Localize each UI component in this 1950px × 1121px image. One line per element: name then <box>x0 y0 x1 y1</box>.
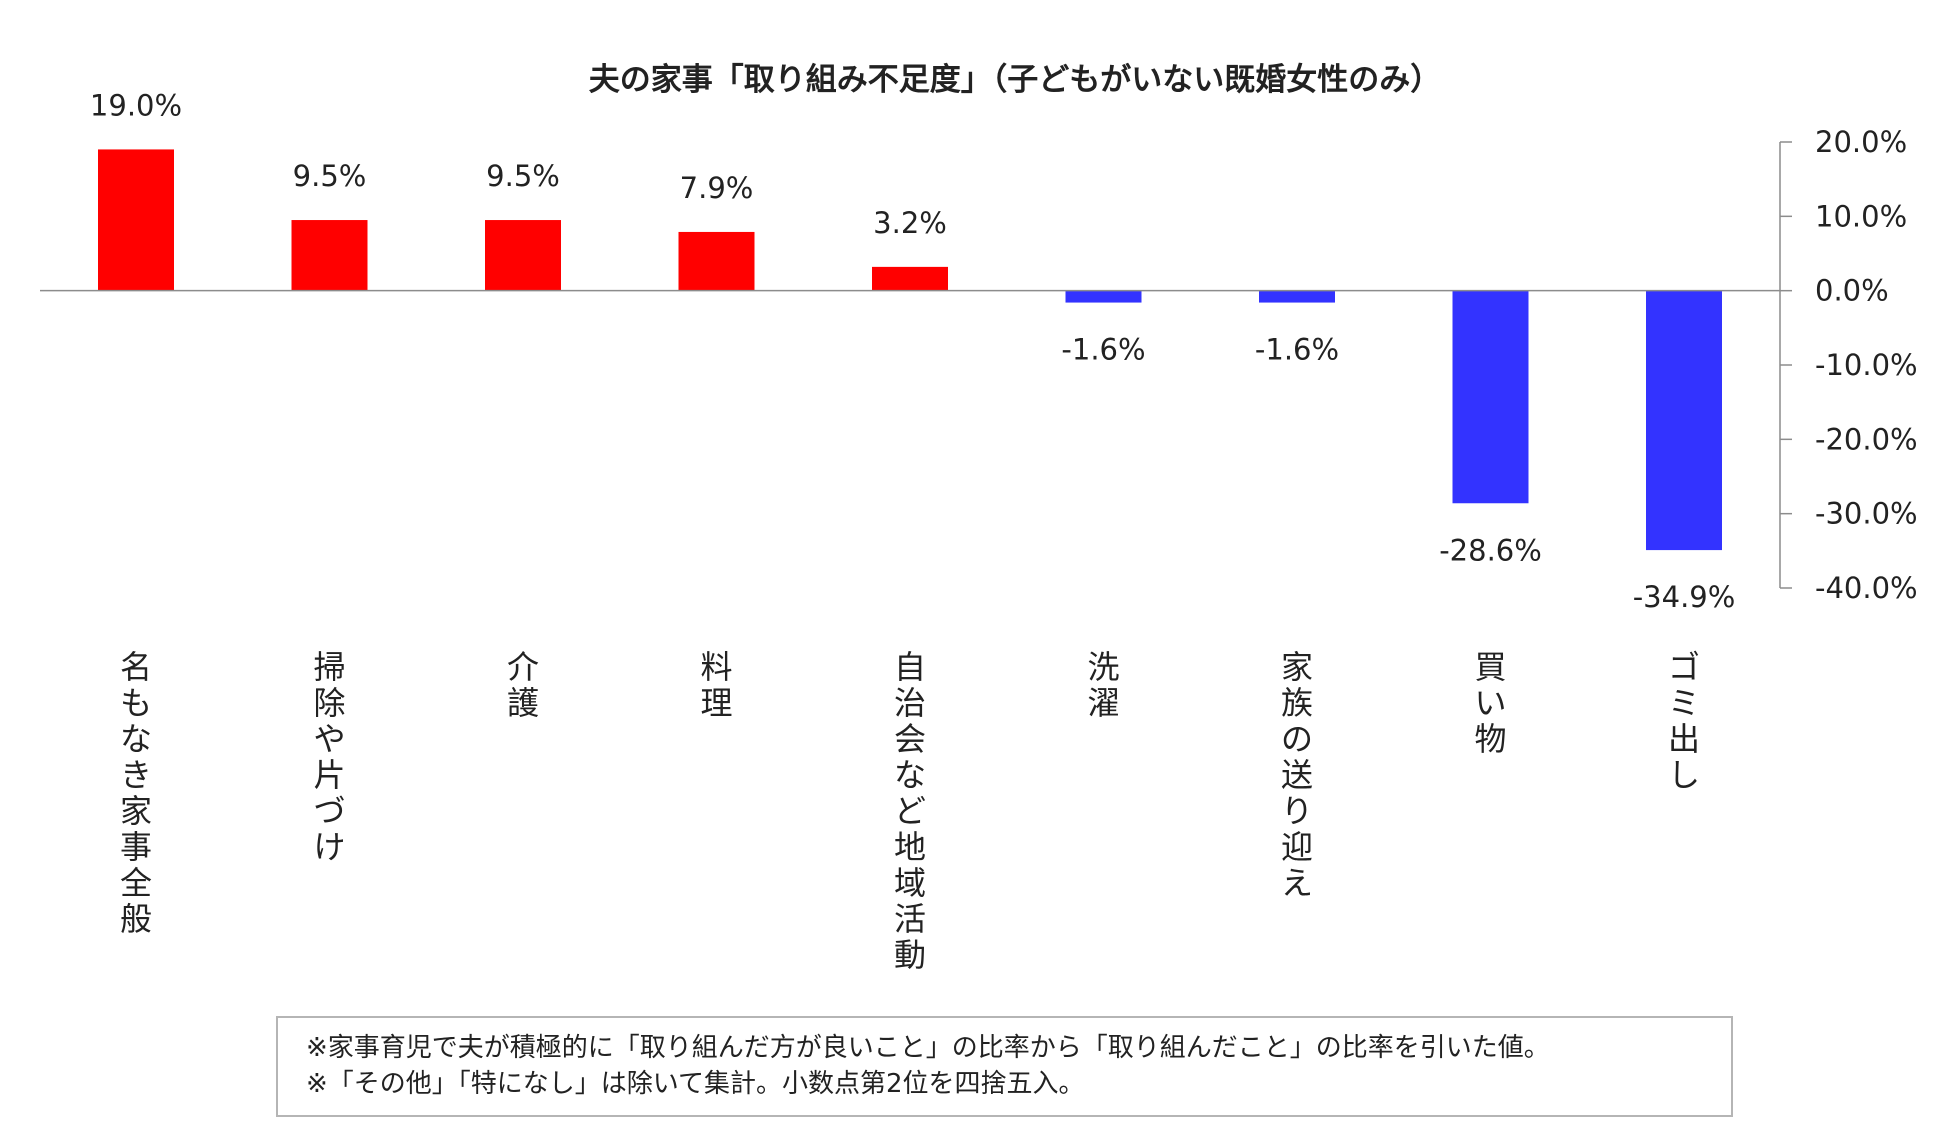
labels-layer: 19.0% 名もなき家事全般 9.5% 掃除や片づけ 9.5% 介護 7.9% 料理 3.2% 自… <box>90 88 1735 974</box>
category-label: ゴミ出し <box>1668 648 1700 794</box>
y-tick-label: -40.0% <box>1815 571 1918 605</box>
value-label: 7.9% <box>680 171 754 205</box>
value-label: -1.6% <box>1255 333 1339 367</box>
y-tick-label: -10.0% <box>1815 348 1918 382</box>
bar <box>1065 290 1142 303</box>
footnote-line-1: ※家事育児で夫が積極的に「取り組んだ方が良いこと」の比率から「取り組んだこと」の… <box>306 1033 1550 1063</box>
chart-title: 夫の家事「取り組み不足度」（子どもがいない既婚女性のみ） <box>589 62 1442 98</box>
bar <box>98 149 174 291</box>
bar <box>678 231 755 291</box>
category-label: 掃除や片づけ <box>313 648 345 866</box>
bar <box>485 220 561 291</box>
footnote-box: ※家事育児で夫が積極的に「取り組んだ方が良いこと」の比率から「取り組んだこと」の… <box>276 1016 1733 1117</box>
bar <box>1259 290 1335 303</box>
category-label: 洗濯 <box>1087 648 1119 722</box>
value-label: 9.5% <box>486 159 560 193</box>
bar <box>1452 290 1529 504</box>
axis-layer: 20.0% 10.0% 0.0% -10.0% -20.0% -30.0% -40.0% <box>40 125 1918 605</box>
category-label: 介護 <box>507 648 539 722</box>
category-label: 料理 <box>700 648 732 722</box>
category-label: 買い物 <box>1474 648 1506 758</box>
category-label: 家族の送り迎え <box>1281 648 1313 902</box>
y-tick-label: 10.0% <box>1815 199 1907 233</box>
bar <box>291 220 368 291</box>
y-tick-label: 20.0% <box>1815 125 1907 159</box>
bar <box>1646 290 1722 551</box>
value-label: -34.9% <box>1633 580 1736 614</box>
value-label: -28.6% <box>1439 533 1542 567</box>
value-label: 3.2% <box>873 206 947 240</box>
category-label: 名もなき家事全般 <box>120 648 152 938</box>
y-tick-label: 0.0% <box>1815 274 1889 308</box>
y-tick-label: -30.0% <box>1815 497 1918 531</box>
y-tick-label: -20.0% <box>1815 422 1918 456</box>
value-label: 9.5% <box>293 159 367 193</box>
bar <box>872 266 948 291</box>
footnote-line-2: ※「その他」「特になし」は除いて集計。小数点第2位を四捨五入。 <box>306 1069 1085 1099</box>
bars-layer <box>98 149 1722 551</box>
category-label: 自治会など地域活動 <box>894 648 926 974</box>
value-label: 19.0% <box>90 88 182 122</box>
value-label: -1.6% <box>1061 333 1145 367</box>
